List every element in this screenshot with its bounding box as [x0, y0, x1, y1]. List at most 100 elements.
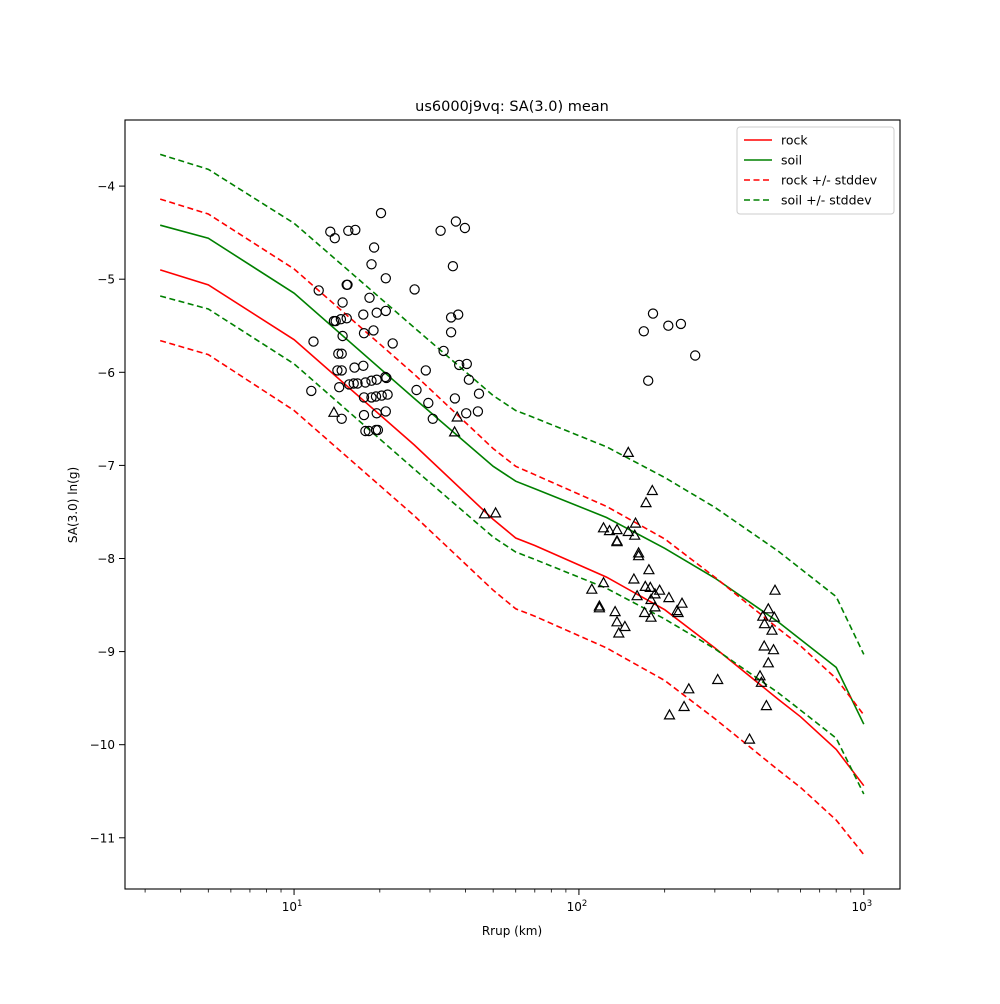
observation-circle-point — [364, 292, 375, 303]
observation-triangle-point — [663, 708, 676, 720]
observation-circle-point — [337, 330, 348, 342]
observation-circle-point — [459, 222, 471, 234]
observation-circle-point — [368, 242, 380, 253]
observation-circle-point — [461, 358, 472, 370]
observation-triangle-point — [648, 587, 662, 599]
observation-triangle-point — [629, 516, 642, 528]
observation-circle-point — [341, 313, 352, 324]
observation-circle-point — [638, 326, 650, 337]
observation-circle-point — [358, 309, 369, 320]
y-tick-label: −7 — [97, 459, 115, 473]
observation-circle-point — [308, 336, 319, 347]
observation-circle-point — [423, 397, 434, 409]
observation-triangle-point — [478, 507, 491, 519]
observation-circle-point — [387, 338, 398, 349]
observation-circle-point — [358, 409, 370, 421]
observation-triangle-point — [451, 410, 464, 422]
observation-triangle-point — [644, 593, 658, 605]
observation-triangle-point — [612, 626, 625, 638]
observation-circle-point — [461, 408, 472, 419]
observation-circle-point — [360, 377, 371, 388]
observation-circle-point — [380, 273, 391, 284]
observation-triangle-point — [638, 606, 651, 618]
observation-triangle-point — [743, 732, 756, 744]
observation-circle-point — [366, 259, 377, 270]
observation-triangle-point — [642, 563, 655, 575]
observation-circle-point — [329, 232, 340, 244]
observation-circle-point — [343, 225, 354, 236]
observation-circle-point — [332, 365, 343, 376]
observation-circle-point — [381, 372, 392, 384]
legend: rock soil rock +/- stddev soil +/- stddev — [736, 126, 895, 215]
observation-triangle-point — [632, 546, 645, 558]
observation-circle-point — [449, 393, 461, 404]
observation-triangle-point — [639, 496, 653, 508]
observation-circle-point — [382, 389, 393, 400]
observation-circle-point — [675, 318, 687, 330]
observation-circle-point — [352, 378, 363, 389]
observation-triangle-point — [585, 582, 598, 594]
observation-triangle-point — [632, 549, 645, 561]
observation-triangle-point — [610, 615, 624, 627]
observation-triangle-point — [756, 609, 769, 621]
y-tick-label: −6 — [97, 366, 115, 380]
observation-triangle-point — [603, 524, 616, 536]
y-axis-ticks: −4 −5 −6 −7 −8 −9 −10 −11 — [90, 180, 125, 845]
observation-circle-point — [450, 216, 462, 227]
observation-triangle-point — [644, 610, 658, 622]
y-tick-label: −8 — [97, 552, 115, 566]
observation-triangle-point — [768, 610, 781, 622]
observation-circle-point — [336, 365, 347, 376]
observation-triangle-point — [755, 676, 768, 687]
series-soil-line — [159, 224, 865, 725]
observation-circle-point — [333, 348, 344, 359]
observation-triangle-point — [628, 528, 641, 540]
x-tick-label: 103 — [851, 899, 872, 914]
observation-circle-point — [454, 359, 465, 371]
observation-circle-point — [350, 224, 361, 236]
observation-circle-point — [420, 365, 431, 376]
y-tick-label: −4 — [97, 180, 115, 194]
x-tick-label: 101 — [282, 899, 303, 914]
observation-circle-point — [445, 327, 457, 338]
y-axis-label: SA(3.0) ln(g) — [66, 467, 80, 543]
observation-triangle-point — [675, 596, 689, 608]
observation-triangle-point — [597, 576, 610, 588]
observation-circle-point — [358, 328, 370, 339]
observation-circle-point — [663, 320, 674, 331]
observation-triangle-point — [653, 583, 666, 595]
observation-circle-point — [370, 391, 382, 402]
observation-circle-point — [334, 382, 345, 393]
series-rock-line — [159, 269, 865, 787]
observation-circle-point — [336, 348, 347, 359]
observation-circle-point — [409, 284, 420, 295]
observation-circle-point — [360, 425, 371, 437]
observation-triangle-point — [622, 525, 635, 537]
y-tick-label: −10 — [90, 738, 115, 752]
observation-triangle-point — [597, 521, 610, 533]
legend-label: soil — [781, 153, 802, 168]
observation-triangle-point — [767, 643, 780, 655]
y-tick-label: −11 — [90, 831, 115, 845]
observation-circle-point — [411, 384, 422, 396]
observation-circle-point — [336, 413, 347, 424]
observation-triangle-point — [646, 484, 659, 496]
observation-circle-point — [372, 424, 384, 436]
observations — [306, 207, 782, 744]
observation-circle-point — [313, 285, 324, 296]
observation-circle-point — [358, 392, 370, 403]
observation-circle-point — [380, 406, 391, 417]
observation-triangle-point — [711, 673, 724, 685]
observation-triangle-point — [672, 606, 685, 618]
observation-triangle-point — [609, 605, 622, 617]
observation-circle-point — [376, 390, 387, 401]
observation-triangle-point — [327, 406, 340, 417]
observation-circle-point — [438, 345, 449, 357]
observation-circle-point — [473, 388, 485, 399]
x-axis-label: Rrup (km) — [482, 924, 542, 938]
observation-circle-point — [445, 312, 457, 323]
observation-triangle-point — [631, 589, 644, 601]
observation-triangle-point — [762, 602, 775, 614]
